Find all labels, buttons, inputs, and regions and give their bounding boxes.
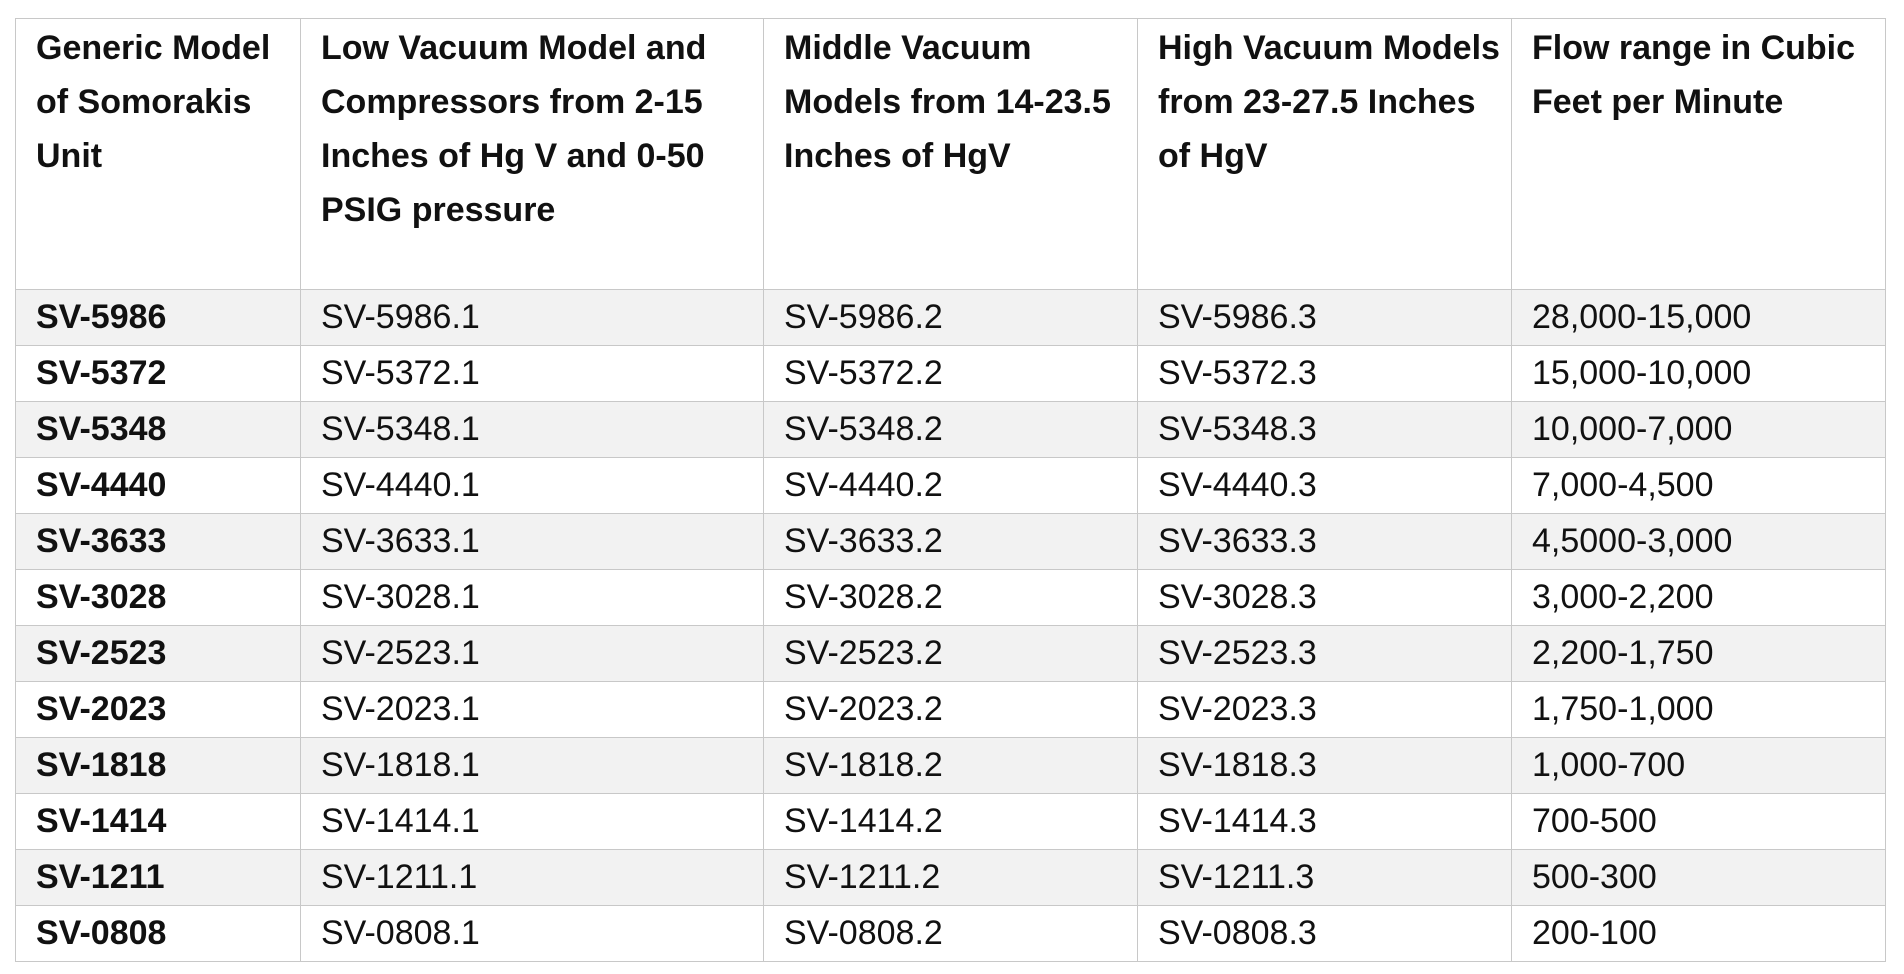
- table-cell: SV-4440.3: [1137, 457, 1512, 514]
- table-cell: SV-1211.2: [763, 849, 1138, 906]
- table-cell: SV-5986.2: [763, 289, 1138, 346]
- table-cell: 3,000-2,200: [1511, 569, 1886, 626]
- table-cell: SV-1818.3: [1137, 737, 1512, 794]
- table-cell: SV-1818.1: [300, 737, 764, 794]
- header-cell: Flow range in Cubic Feet per Minute: [1511, 18, 1886, 290]
- table-body: SV-5986 SV-5986.1 SV-5986.2 SV-5986.3 28,000…: [15, 289, 1886, 962]
- table-cell: SV-1414.1: [300, 793, 764, 850]
- table-cell: SV-4440.2: [763, 457, 1138, 514]
- table-cell: 10,000-7,000: [1511, 401, 1886, 458]
- header-cell: Low Vacuum Model and Compressors from 2-…: [300, 18, 764, 290]
- table-row: SV-1414 SV-1414.1 SV-1414.2 SV-1414.3 700-50…: [15, 793, 1886, 850]
- table-cell: SV-3028.2: [763, 569, 1138, 626]
- table-cell: SV-2523.2: [763, 625, 1138, 682]
- table-cell: SV-0808.2: [763, 905, 1138, 962]
- table-cell: 2,200-1,750: [1511, 625, 1886, 682]
- table-row: SV-4440 SV-4440.1 SV-4440.2 SV-4440.3 7,000-…: [15, 457, 1886, 514]
- table-row: SV-0808 SV-0808.1 SV-0808.2 SV-0808.3 200-10…: [15, 905, 1886, 962]
- table-cell: SV-2023.2: [763, 681, 1138, 738]
- table-cell: 15,000-10,000: [1511, 345, 1886, 402]
- table-cell: 28,000-15,000: [1511, 289, 1886, 346]
- table-cell: SV-3633.1: [300, 513, 764, 570]
- table-cell: 700-500: [1511, 793, 1886, 850]
- header-cell: Generic Model of Somorakis Unit: [15, 18, 301, 290]
- model-cell: SV-2523: [15, 625, 301, 682]
- table-cell: SV-1211.3: [1137, 849, 1512, 906]
- table-row: SV-5986 SV-5986.1 SV-5986.2 SV-5986.3 28,000…: [15, 289, 1886, 346]
- table-cell: SV-5372.3: [1137, 345, 1512, 402]
- table-row: SV-1211 SV-1211.1 SV-1211.2 SV-1211.3 500-30…: [15, 849, 1886, 906]
- table-cell: SV-2523.1: [300, 625, 764, 682]
- table-cell: SV-1818.2: [763, 737, 1138, 794]
- table-cell: 200-100: [1511, 905, 1886, 962]
- table-row: SV-5372 SV-5372.1 SV-5372.2 SV-5372.3 15,000…: [15, 345, 1886, 402]
- table-cell: SV-3028.1: [300, 569, 764, 626]
- data-table: Generic Model of Somorakis Unit Low Vacuu…: [15, 18, 1886, 962]
- table-cell: SV-2023.1: [300, 681, 764, 738]
- table-cell: SV-5348.1: [300, 401, 764, 458]
- table-cell: SV-5348.3: [1137, 401, 1512, 458]
- table-row: SV-3028 SV-3028.1 SV-3028.2 SV-3028.3 3,000-…: [15, 569, 1886, 626]
- table-cell: SV-1211.1: [300, 849, 764, 906]
- table-cell: 4,5000-3,000: [1511, 513, 1886, 570]
- model-cell: SV-1818: [15, 737, 301, 794]
- header-row: Generic Model of Somorakis Unit Low Vacuu…: [15, 18, 1886, 290]
- model-cell: SV-1414: [15, 793, 301, 850]
- header-cell: High Vacuum Models from 23-27.5 Inches o…: [1137, 18, 1512, 290]
- model-cell: SV-1211: [15, 849, 301, 906]
- model-cell: SV-2023: [15, 681, 301, 738]
- table-cell: SV-5986.1: [300, 289, 764, 346]
- table-row: SV-5348 SV-5348.1 SV-5348.2 SV-5348.3 10,000…: [15, 401, 1886, 458]
- model-cell: SV-5986: [15, 289, 301, 346]
- table-row: SV-2523 SV-2523.1 SV-2523.2 SV-2523.3 2,200-…: [15, 625, 1886, 682]
- table-row: SV-3633 SV-3633.1 SV-3633.2 SV-3633.3 4,5000…: [15, 513, 1886, 570]
- model-cell: SV-0808: [15, 905, 301, 962]
- model-cell: SV-5348: [15, 401, 301, 458]
- table-cell: SV-3028.3: [1137, 569, 1512, 626]
- table-row: SV-1818 SV-1818.1 SV-1818.2 SV-1818.3 1,000-…: [15, 737, 1886, 794]
- table-cell: 500-300: [1511, 849, 1886, 906]
- table-cell: SV-0808.1: [300, 905, 764, 962]
- model-cell: SV-5372: [15, 345, 301, 402]
- table-cell: 7,000-4,500: [1511, 457, 1886, 514]
- model-cell: SV-3633: [15, 513, 301, 570]
- table-cell: SV-5372.1: [300, 345, 764, 402]
- table-cell: SV-4440.1: [300, 457, 764, 514]
- table-cell: SV-5348.2: [763, 401, 1138, 458]
- table-cell: SV-1414.2: [763, 793, 1138, 850]
- table-cell: 1,750-1,000: [1511, 681, 1886, 738]
- model-cell: SV-3028: [15, 569, 301, 626]
- table-cell: SV-3633.2: [763, 513, 1138, 570]
- table-cell: SV-3633.3: [1137, 513, 1512, 570]
- header-cell: Middle Vacuum Models from 14-23.5 Inches…: [763, 18, 1138, 290]
- table-cell: 1,000-700: [1511, 737, 1886, 794]
- table-cell: SV-2023.3: [1137, 681, 1512, 738]
- model-cell: SV-4440: [15, 457, 301, 514]
- table-cell: SV-5986.3: [1137, 289, 1512, 346]
- table-cell: SV-2523.3: [1137, 625, 1512, 682]
- table-cell: SV-0808.3: [1137, 905, 1512, 962]
- table-row: SV-2023 SV-2023.1 SV-2023.2 SV-2023.3 1,750-…: [15, 681, 1886, 738]
- table-cell: SV-5372.2: [763, 345, 1138, 402]
- table-cell: SV-1414.3: [1137, 793, 1512, 850]
